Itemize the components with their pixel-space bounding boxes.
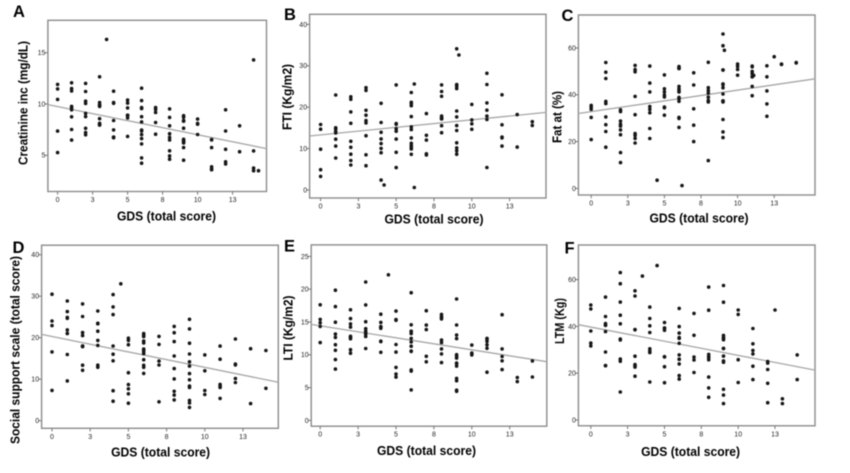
svg-text:5: 5 <box>126 434 130 441</box>
svg-text:0: 0 <box>318 432 322 439</box>
svg-text:5: 5 <box>305 385 309 392</box>
svg-text:10: 10 <box>201 434 209 441</box>
svg-text:10: 10 <box>734 201 742 208</box>
svg-text:A: A <box>13 3 25 21</box>
svg-text:5: 5 <box>394 204 398 211</box>
svg-text:0: 0 <box>572 186 576 193</box>
svg-text:Creatinine inc (mg/dL): Creatinine inc (mg/dL) <box>17 41 31 165</box>
svg-text:30: 30 <box>299 63 307 70</box>
svg-text:60: 60 <box>568 277 576 284</box>
svg-text:LTM (Kg): LTM (Kg) <box>553 298 567 344</box>
svg-text:10: 10 <box>468 204 476 211</box>
svg-text:15: 15 <box>38 50 46 57</box>
svg-text:Social support scale (total sc: Social support scale (total score) <box>9 256 23 444</box>
svg-text:8: 8 <box>699 431 703 438</box>
svg-text:B: B <box>284 6 296 24</box>
svg-text:40: 40 <box>31 252 39 259</box>
svg-text:13: 13 <box>229 197 237 204</box>
svg-text:GDS (total score): GDS (total score) <box>117 210 216 224</box>
svg-text:0: 0 <box>589 431 593 438</box>
svg-text:0: 0 <box>50 434 54 441</box>
svg-text:10: 10 <box>301 352 309 359</box>
svg-text:10: 10 <box>299 146 307 153</box>
svg-text:10: 10 <box>734 431 742 438</box>
svg-text:0: 0 <box>319 204 323 211</box>
svg-text:0: 0 <box>35 418 39 425</box>
svg-text:20: 20 <box>568 371 576 378</box>
svg-text:3: 3 <box>626 201 630 208</box>
svg-text:60: 60 <box>568 45 576 52</box>
svg-text:GDS (total score): GDS (total score) <box>641 445 740 459</box>
svg-text:LTI (Kg/m2): LTI (Kg/m2) <box>282 296 296 361</box>
svg-text:10: 10 <box>38 101 46 108</box>
svg-text:20: 20 <box>299 105 307 112</box>
svg-text:13: 13 <box>770 201 778 208</box>
svg-text:20: 20 <box>301 287 309 294</box>
svg-text:10: 10 <box>194 197 202 204</box>
svg-text:25: 25 <box>301 254 309 261</box>
svg-text:3: 3 <box>91 197 95 204</box>
svg-text:8: 8 <box>161 197 165 204</box>
svg-text:15: 15 <box>301 319 309 326</box>
svg-text:13: 13 <box>506 204 514 211</box>
svg-text:8: 8 <box>699 201 703 208</box>
svg-text:5: 5 <box>41 153 45 160</box>
svg-text:GDS (total score): GDS (total score) <box>377 444 476 458</box>
svg-text:30: 30 <box>31 294 39 301</box>
svg-text:GDS (total score): GDS (total score) <box>111 446 210 460</box>
svg-text:5: 5 <box>662 201 666 208</box>
svg-text:40: 40 <box>299 22 307 29</box>
svg-text:GDS (total score): GDS (total score) <box>650 212 749 226</box>
svg-text:3: 3 <box>356 432 360 439</box>
svg-text:D: D <box>13 239 25 257</box>
svg-text:40: 40 <box>568 324 576 331</box>
svg-text:0: 0 <box>572 417 576 424</box>
svg-text:10: 10 <box>468 432 476 439</box>
svg-text:FTI (Kg/m2): FTI (Kg/m2) <box>281 64 295 130</box>
svg-text:5: 5 <box>394 432 398 439</box>
svg-text:0: 0 <box>305 418 309 425</box>
svg-text:13: 13 <box>771 431 779 438</box>
svg-text:20: 20 <box>31 335 39 342</box>
svg-text:5: 5 <box>663 431 667 438</box>
svg-text:5: 5 <box>126 197 130 204</box>
svg-text:0: 0 <box>56 197 60 204</box>
svg-text:F: F <box>565 240 575 258</box>
svg-text:0: 0 <box>303 187 307 194</box>
svg-text:8: 8 <box>165 434 169 441</box>
svg-text:13: 13 <box>239 434 247 441</box>
svg-text:Fat at (%): Fat at (%) <box>551 91 565 143</box>
svg-text:8: 8 <box>432 204 436 211</box>
svg-text:E: E <box>284 238 295 256</box>
svg-text:10: 10 <box>31 377 39 384</box>
svg-text:20: 20 <box>568 139 576 146</box>
svg-text:40: 40 <box>568 92 576 99</box>
svg-text:13: 13 <box>506 432 514 439</box>
svg-text:3: 3 <box>626 431 630 438</box>
svg-text:3: 3 <box>356 204 360 211</box>
svg-text:0: 0 <box>589 201 593 208</box>
svg-text:C: C <box>562 7 574 25</box>
svg-text:3: 3 <box>88 434 92 441</box>
svg-text:8: 8 <box>432 432 436 439</box>
svg-text:GDS (total score): GDS (total score) <box>385 213 484 227</box>
